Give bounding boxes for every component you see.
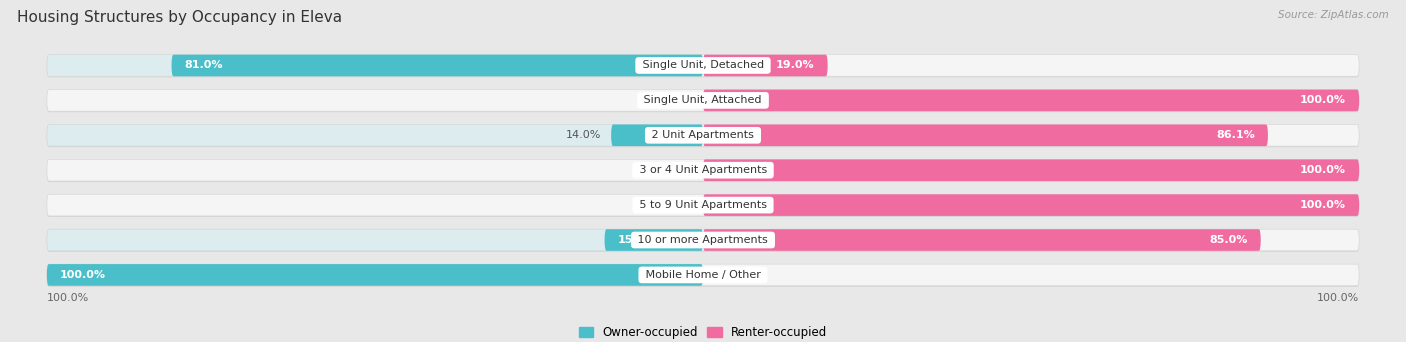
Text: 100.0%: 100.0% [1301, 165, 1346, 175]
Text: Single Unit, Attached: Single Unit, Attached [641, 95, 765, 105]
Text: 15.0%: 15.0% [617, 235, 657, 245]
Text: 0.0%: 0.0% [662, 200, 690, 210]
FancyBboxPatch shape [46, 264, 1360, 286]
FancyBboxPatch shape [46, 90, 1360, 111]
Text: 0.0%: 0.0% [662, 95, 690, 105]
Text: 5 to 9 Unit Apartments: 5 to 9 Unit Apartments [636, 200, 770, 210]
FancyBboxPatch shape [46, 56, 1360, 77]
Text: 2 Unit Apartments: 2 Unit Apartments [648, 130, 758, 140]
Text: Housing Structures by Occupancy in Eleva: Housing Structures by Occupancy in Eleva [17, 10, 342, 25]
FancyBboxPatch shape [46, 91, 1360, 112]
Legend: Owner-occupied, Renter-occupied: Owner-occupied, Renter-occupied [574, 321, 832, 342]
FancyBboxPatch shape [46, 194, 1360, 216]
Text: 0.0%: 0.0% [716, 270, 744, 280]
FancyBboxPatch shape [46, 230, 1360, 252]
FancyBboxPatch shape [46, 229, 703, 251]
FancyBboxPatch shape [703, 194, 1360, 216]
FancyBboxPatch shape [46, 124, 703, 146]
Text: 14.0%: 14.0% [567, 130, 602, 140]
FancyBboxPatch shape [46, 55, 703, 76]
Text: Source: ZipAtlas.com: Source: ZipAtlas.com [1278, 10, 1389, 20]
FancyBboxPatch shape [46, 126, 1360, 147]
FancyBboxPatch shape [46, 229, 1360, 251]
Text: 100.0%: 100.0% [1317, 293, 1360, 303]
FancyBboxPatch shape [703, 229, 1261, 251]
FancyBboxPatch shape [46, 195, 1360, 217]
FancyBboxPatch shape [703, 124, 1268, 146]
FancyBboxPatch shape [46, 159, 1360, 181]
FancyBboxPatch shape [46, 264, 703, 286]
Text: Single Unit, Detached: Single Unit, Detached [638, 61, 768, 70]
Text: 3 or 4 Unit Apartments: 3 or 4 Unit Apartments [636, 165, 770, 175]
FancyBboxPatch shape [703, 55, 828, 76]
FancyBboxPatch shape [46, 264, 703, 286]
FancyBboxPatch shape [605, 229, 703, 251]
FancyBboxPatch shape [46, 124, 1360, 146]
Text: 81.0%: 81.0% [184, 61, 224, 70]
FancyBboxPatch shape [172, 55, 703, 76]
Text: 100.0%: 100.0% [1301, 95, 1346, 105]
Text: 100.0%: 100.0% [46, 293, 89, 303]
Text: 10 or more Apartments: 10 or more Apartments [634, 235, 772, 245]
FancyBboxPatch shape [46, 55, 1360, 76]
FancyBboxPatch shape [703, 90, 1360, 111]
FancyBboxPatch shape [46, 265, 1360, 287]
FancyBboxPatch shape [703, 159, 1360, 181]
Text: 100.0%: 100.0% [60, 270, 105, 280]
Text: 19.0%: 19.0% [776, 61, 814, 70]
FancyBboxPatch shape [612, 124, 703, 146]
Text: 85.0%: 85.0% [1209, 235, 1247, 245]
FancyBboxPatch shape [46, 160, 1360, 182]
Text: 100.0%: 100.0% [1301, 200, 1346, 210]
Text: 0.0%: 0.0% [662, 165, 690, 175]
Text: 86.1%: 86.1% [1216, 130, 1254, 140]
Text: Mobile Home / Other: Mobile Home / Other [641, 270, 765, 280]
